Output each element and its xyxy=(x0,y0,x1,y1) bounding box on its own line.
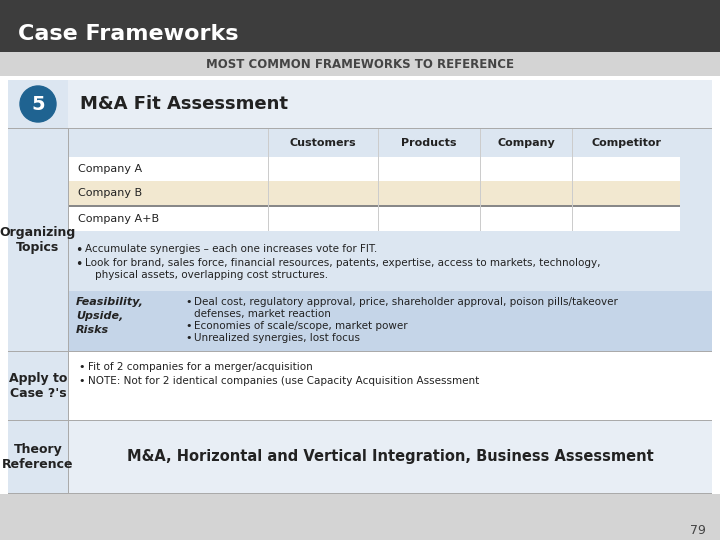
Text: Company: Company xyxy=(497,138,555,148)
Bar xyxy=(480,129,572,157)
Text: Accumulate synergies – each one increases vote for FIT.: Accumulate synergies – each one increase… xyxy=(85,244,377,254)
Bar xyxy=(68,129,712,351)
Text: Apply to
Case ?'s: Apply to Case ?'s xyxy=(9,372,67,400)
Bar xyxy=(68,80,712,128)
Bar xyxy=(480,129,481,231)
Bar xyxy=(268,129,378,157)
Bar xyxy=(68,205,680,207)
Bar xyxy=(68,352,712,420)
Bar xyxy=(8,421,68,493)
Bar xyxy=(0,494,720,540)
Text: •: • xyxy=(78,376,84,386)
Text: defenses, market reaction: defenses, market reaction xyxy=(194,309,331,319)
Bar xyxy=(8,128,712,129)
Bar xyxy=(68,231,712,291)
Bar xyxy=(8,420,712,421)
Bar xyxy=(68,421,712,493)
Bar xyxy=(68,207,680,231)
Text: Case Frameworks: Case Frameworks xyxy=(18,24,238,44)
Text: •: • xyxy=(78,362,84,372)
Bar xyxy=(8,80,712,128)
Text: Economies of scale/scope, market power: Economies of scale/scope, market power xyxy=(194,321,408,331)
Text: Fit of 2 companies for a merger/acquisition: Fit of 2 companies for a merger/acquisit… xyxy=(88,362,312,372)
Text: Customers: Customers xyxy=(289,138,356,148)
Bar xyxy=(68,129,268,157)
Text: •: • xyxy=(185,297,192,307)
Bar xyxy=(378,129,480,157)
Bar xyxy=(8,129,68,351)
Bar xyxy=(268,129,269,231)
Text: MOST COMMON FRAMEWORKS TO REFERENCE: MOST COMMON FRAMEWORKS TO REFERENCE xyxy=(206,57,514,71)
Circle shape xyxy=(20,86,56,122)
Text: 5: 5 xyxy=(31,94,45,113)
Text: Look for brand, sales force, financial resources, patents, expertise, access to : Look for brand, sales force, financial r… xyxy=(85,258,600,268)
Text: M&A Fit Assessment: M&A Fit Assessment xyxy=(80,95,288,113)
Bar xyxy=(8,351,712,352)
Text: NOTE: Not for 2 identical companies (use Capacity Acquisition Assessment: NOTE: Not for 2 identical companies (use… xyxy=(88,376,480,386)
Bar xyxy=(0,52,720,76)
Bar xyxy=(68,157,680,181)
Bar xyxy=(8,80,712,528)
Text: physical assets, overlapping cost structures.: physical assets, overlapping cost struct… xyxy=(95,270,328,280)
Text: •: • xyxy=(75,258,82,271)
Text: M&A, Horizontal and Vertical Integration, Business Assessment: M&A, Horizontal and Vertical Integration… xyxy=(127,449,653,464)
Text: Company A+B: Company A+B xyxy=(78,214,159,224)
Text: 79: 79 xyxy=(690,523,706,537)
Text: Products: Products xyxy=(401,138,456,148)
Text: Theory
Reference: Theory Reference xyxy=(2,443,73,471)
Bar xyxy=(8,352,68,420)
Text: Company B: Company B xyxy=(78,188,142,198)
Bar xyxy=(572,129,573,231)
Bar xyxy=(68,181,680,205)
Text: Company A: Company A xyxy=(78,164,142,174)
Text: •: • xyxy=(185,321,192,331)
Bar xyxy=(378,129,379,231)
Text: •: • xyxy=(75,244,82,257)
Text: •: • xyxy=(185,333,192,343)
Text: Competitor: Competitor xyxy=(591,138,661,148)
Text: Organizing
Topics: Organizing Topics xyxy=(0,226,76,254)
Text: Deal cost, regulatory approval, price, shareholder approval, poison pills/takeov: Deal cost, regulatory approval, price, s… xyxy=(194,297,618,307)
Bar xyxy=(68,129,69,493)
Bar xyxy=(8,493,712,494)
Text: Unrealized synergies, lost focus: Unrealized synergies, lost focus xyxy=(194,333,360,343)
Text: Feasibility,
Upside,
Risks: Feasibility, Upside, Risks xyxy=(76,297,144,335)
Bar xyxy=(572,129,680,157)
Bar xyxy=(0,0,720,52)
Bar xyxy=(68,291,712,351)
